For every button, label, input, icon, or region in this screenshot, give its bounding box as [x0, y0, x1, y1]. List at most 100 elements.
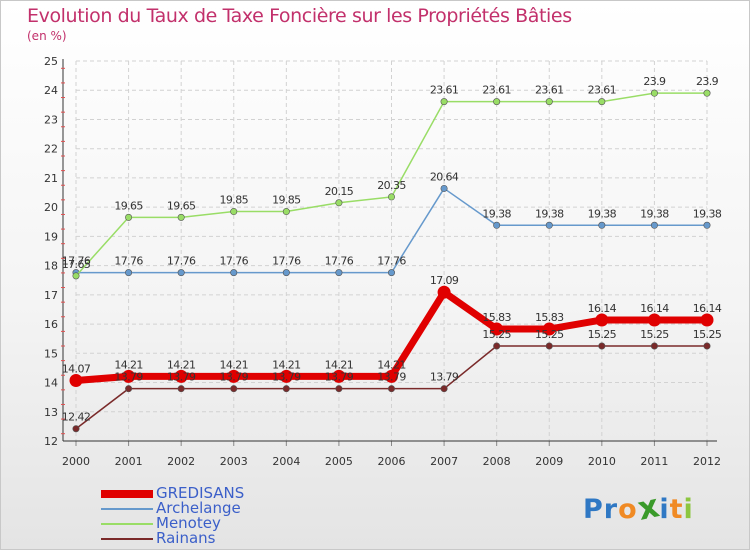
data-label-archelange: 17.76 — [62, 255, 91, 268]
x-tick-label: 2012 — [693, 455, 721, 468]
data-point-rainans — [703, 342, 711, 350]
y-tick-label: 22 — [44, 143, 58, 156]
y-tick-label: 19 — [44, 230, 58, 243]
data-point-menotey — [72, 272, 80, 280]
data-label-archelange: 19.38 — [640, 207, 669, 220]
data-point-menotey — [440, 98, 448, 106]
y-tick-label: 15 — [44, 347, 58, 360]
data-point-archelange — [598, 221, 606, 229]
data-label-archelange: 17.76 — [272, 255, 301, 268]
data-point-rainans — [440, 385, 448, 393]
y-tick-label: 14 — [44, 377, 58, 390]
data-point-gredisans — [227, 369, 241, 383]
data-label-gredisans: 14.21 — [377, 358, 406, 371]
data-point-rainans — [72, 425, 80, 433]
data-label-archelange: 17.76 — [325, 255, 354, 268]
data-label-menotey: 20.35 — [377, 179, 406, 192]
data-label-gredisans: 14.21 — [325, 358, 354, 371]
data-point-rainans — [545, 342, 553, 350]
x-tick-label: 2010 — [588, 455, 616, 468]
legend-swatch — [101, 508, 153, 510]
data-label-gredisans: 16.14 — [693, 302, 722, 315]
x-tick-label: 2000 — [62, 455, 90, 468]
data-point-menotey — [335, 199, 343, 207]
chart-title: Evolution du Taux de Taxe Foncière sur l… — [27, 5, 572, 27]
data-label-rainans: 13.79 — [272, 371, 301, 384]
data-label-rainans: 15.25 — [482, 328, 511, 341]
data-point-menotey — [650, 89, 658, 97]
data-label-archelange: 20.64 — [430, 170, 459, 183]
data-label-archelange: 19.38 — [588, 207, 617, 220]
legend-swatch — [101, 538, 153, 540]
data-label-menotey: 19.85 — [220, 194, 249, 207]
legend-label: Archelange — [156, 499, 241, 517]
y-tick-label: 16 — [44, 318, 58, 331]
data-label-gredisans: 14.21 — [272, 358, 301, 371]
data-point-archelange — [177, 269, 185, 277]
data-label-gredisans: 14.07 — [62, 362, 91, 375]
data-label-archelange: 19.38 — [535, 207, 564, 220]
data-label-rainans: 13.79 — [377, 371, 406, 384]
y-tick-label: 21 — [44, 172, 58, 185]
data-label-archelange: 19.38 — [482, 207, 511, 220]
data-point-archelange — [493, 221, 501, 229]
x-tick-label: 2011 — [640, 455, 668, 468]
logo-letter: i — [683, 494, 694, 525]
data-label-menotey: 19.85 — [272, 194, 301, 207]
y-tick-label: 18 — [44, 260, 58, 273]
data-point-menotey — [545, 98, 553, 106]
data-label-archelange: 17.76 — [167, 255, 196, 268]
data-point-rainans — [230, 385, 238, 393]
data-label-menotey: 23.9 — [696, 75, 719, 88]
data-point-menotey — [598, 98, 606, 106]
data-label-gredisans: 14.21 — [114, 358, 143, 371]
x-tick-label: 2003 — [220, 455, 248, 468]
data-label-gredisans: 16.14 — [588, 302, 617, 315]
logo-letter: t — [669, 494, 684, 525]
data-point-archelange — [703, 221, 711, 229]
data-label-menotey: 19.65 — [167, 199, 196, 212]
data-label-rainans: 15.25 — [640, 328, 669, 341]
data-point-menotey — [230, 208, 238, 216]
data-label-gredisans: 14.21 — [220, 358, 249, 371]
data-label-menotey: 23.61 — [588, 84, 617, 97]
data-point-archelange — [335, 269, 343, 277]
data-point-rainans — [335, 385, 343, 393]
data-label-rainans: 15.25 — [535, 328, 564, 341]
logo-letter: P — [583, 494, 604, 525]
legend-label: Menotey — [156, 514, 221, 532]
data-point-rainans — [598, 342, 606, 350]
y-tick-label: 25 — [44, 55, 58, 68]
logo-letter: x — [633, 486, 664, 528]
data-point-rainans — [650, 342, 658, 350]
data-point-archelange — [440, 184, 448, 192]
y-tick-label: 13 — [44, 406, 58, 419]
data-point-gredisans — [595, 313, 609, 327]
data-point-gredisans — [385, 369, 398, 383]
data-label-rainans: 13.79 — [167, 371, 196, 384]
data-point-menotey — [125, 213, 133, 221]
data-label-menotey: 20.15 — [325, 185, 354, 198]
data-point-gredisans — [542, 322, 556, 336]
proxiti-logo: Proxiti — [583, 486, 694, 528]
legend-swatch — [101, 490, 153, 498]
data-point-menotey — [177, 213, 185, 221]
data-point-gredisans — [69, 373, 83, 387]
logo-letter: i — [659, 494, 670, 525]
data-point-rainans — [493, 342, 501, 350]
data-point-archelange — [387, 269, 395, 277]
data-label-archelange: 17.76 — [114, 255, 143, 268]
data-label-gredisans: 15.83 — [482, 311, 511, 324]
legend-label: Rainans — [156, 529, 216, 547]
data-point-menotey — [282, 208, 290, 216]
data-point-archelange — [650, 221, 658, 229]
x-tick-label: 2004 — [272, 455, 300, 468]
data-label-archelange: 17.76 — [377, 255, 406, 268]
x-tick-label: 2009 — [535, 455, 563, 468]
data-label-rainans: 13.79 — [430, 371, 459, 384]
legend-swatch — [101, 523, 153, 525]
unit-label: (en %) — [27, 29, 67, 43]
data-label-rainans: 13.79 — [325, 371, 354, 384]
